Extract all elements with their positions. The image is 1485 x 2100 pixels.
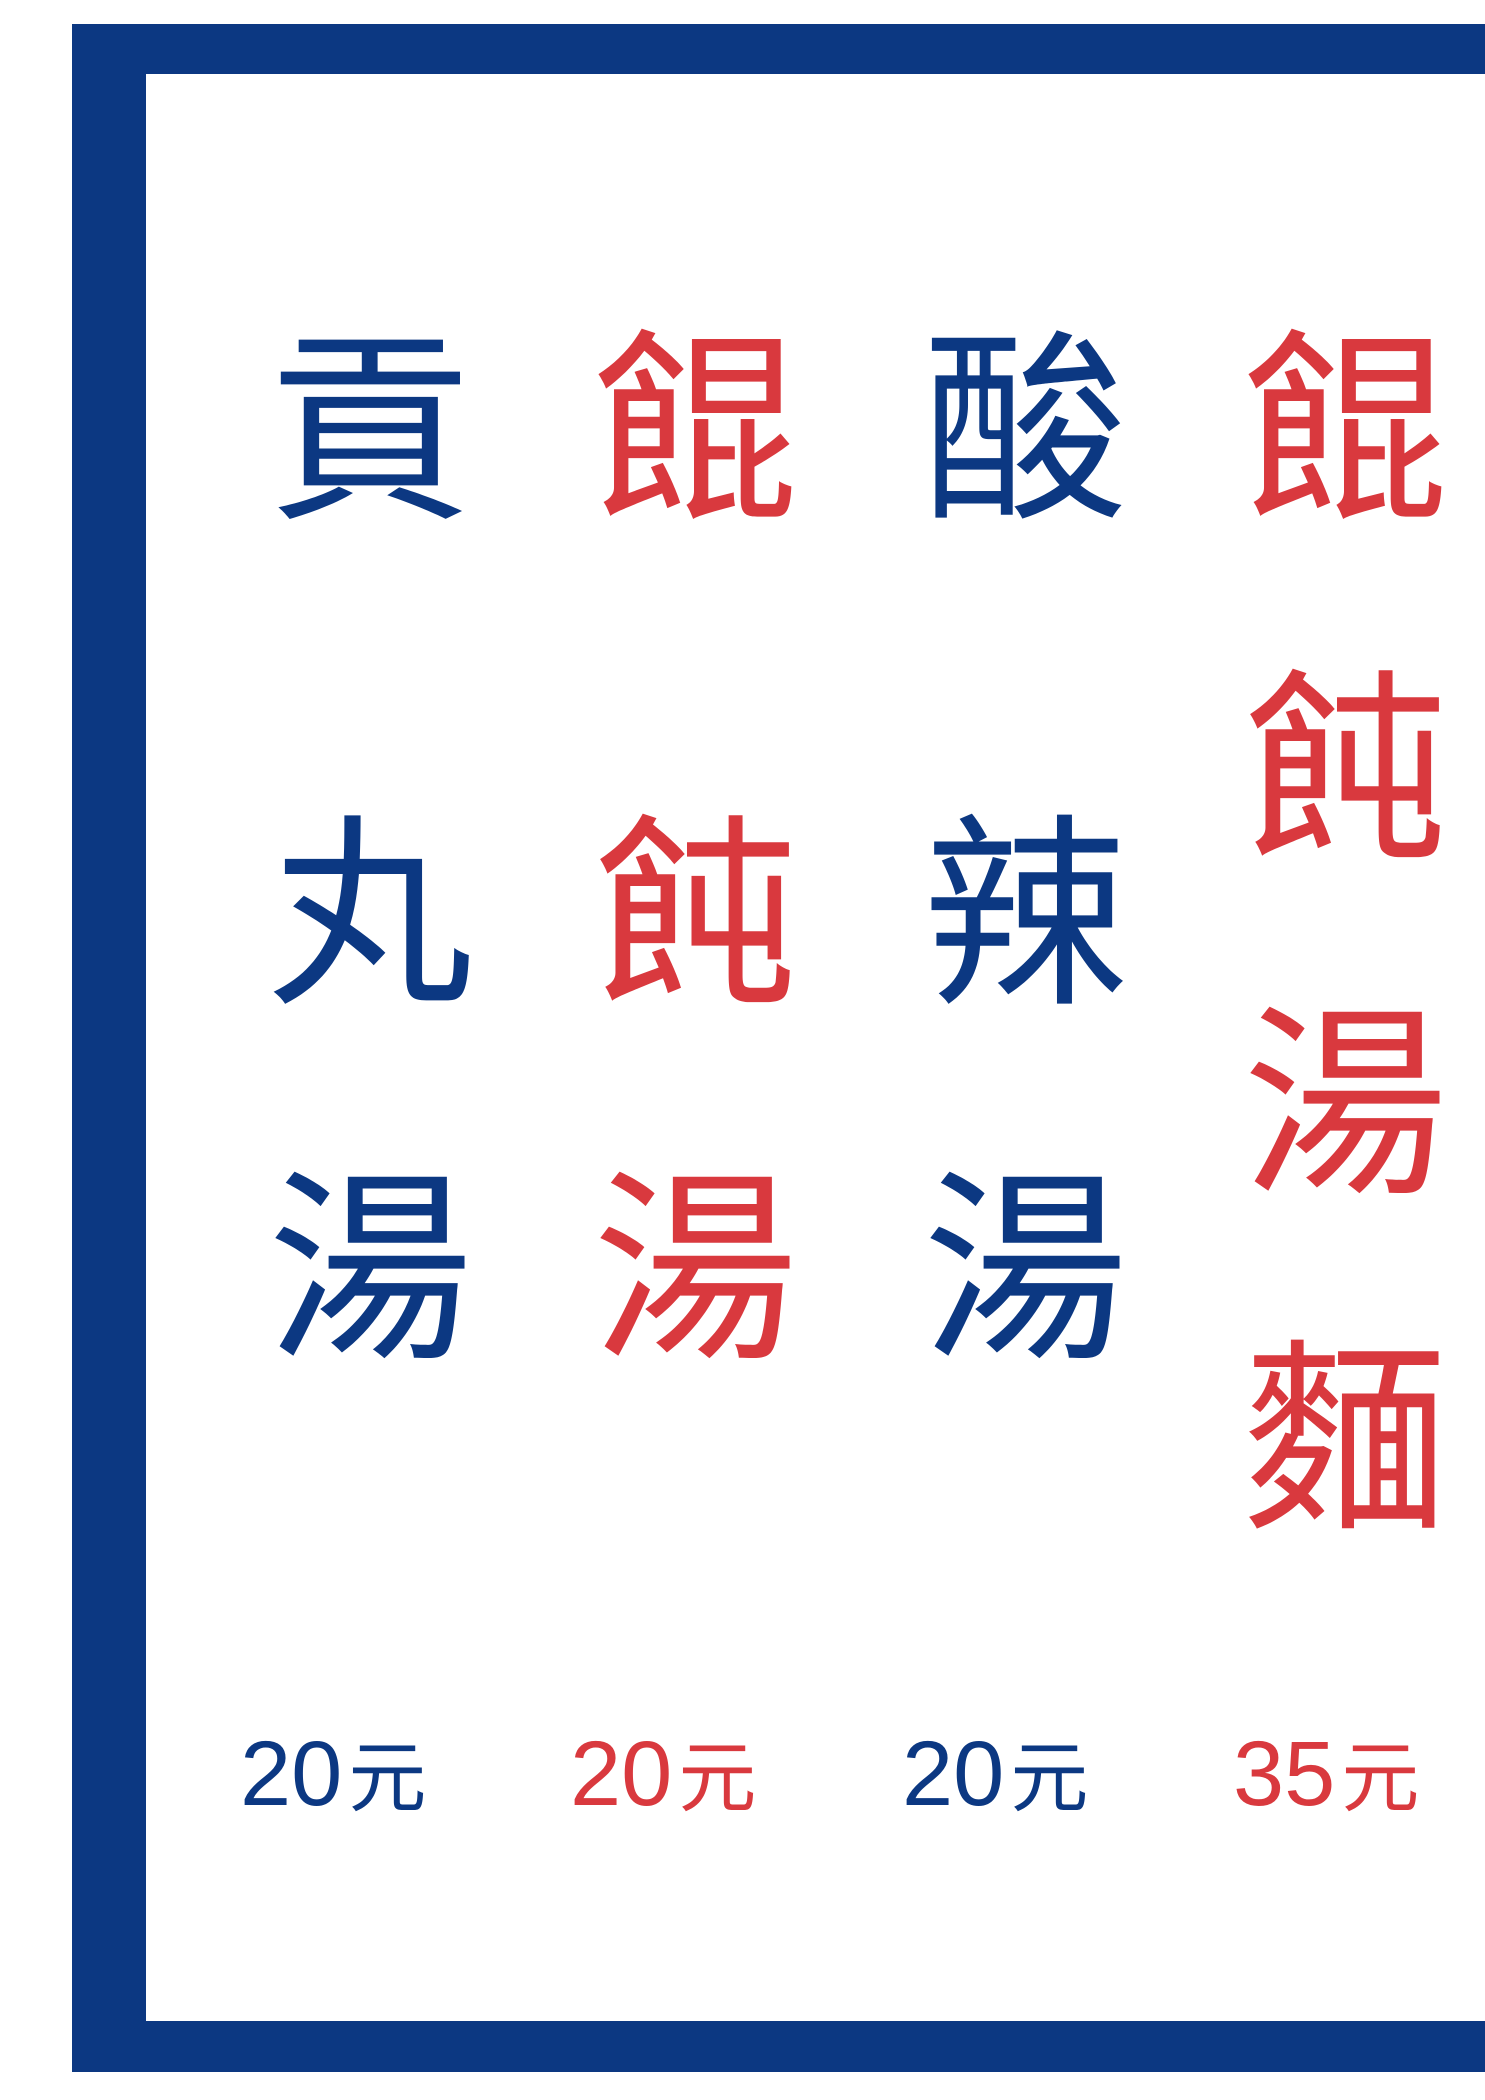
menu-item-char: 餛 (1242, 313, 1448, 551)
menu-item-wonton-soup: 餛 飩 湯 (575, 330, 815, 1375)
menu-item-char: 餛 (592, 313, 798, 551)
menu-item-gongwan-soup: 貢 丸 湯 (250, 330, 490, 1375)
price-value: 20 (240, 1723, 343, 1825)
currency-label: 元 (678, 1734, 757, 1824)
menu-item-char: 湯 (922, 1153, 1128, 1391)
currency-label: 元 (348, 1734, 427, 1824)
menu-item-char: 酸 (922, 313, 1128, 551)
menu-item-char: 貢 (267, 313, 473, 551)
price-value: 20 (902, 1723, 1005, 1825)
price-label: 35元 (1233, 1728, 1419, 1825)
menu-item-char: 飩 (592, 798, 798, 1036)
menu-item-char: 丸 (267, 798, 473, 1036)
menu-item-char: 湯 (1242, 988, 1448, 1226)
menu-item-char: 飩 (1242, 653, 1448, 891)
price-label: 20元 (902, 1728, 1088, 1825)
menu-item-wonton-noodle-soup: 餛 飩 湯 麵 (1225, 330, 1465, 1545)
menu-item-char: 湯 (267, 1153, 473, 1391)
menu-item-char: 麵 (1242, 1323, 1448, 1561)
menu-item-char: 湯 (592, 1153, 798, 1391)
currency-label: 元 (1010, 1734, 1089, 1824)
price-label: 20元 (570, 1728, 756, 1825)
menu-item-hot-sour-soup: 酸 辣 湯 (905, 330, 1145, 1375)
price-label: 20元 (240, 1728, 426, 1825)
price-value: 20 (570, 1723, 673, 1825)
menu-item-char: 辣 (922, 798, 1128, 1036)
price-value: 35 (1233, 1723, 1336, 1825)
menu-panel (146, 74, 1485, 2021)
currency-label: 元 (1341, 1734, 1420, 1824)
